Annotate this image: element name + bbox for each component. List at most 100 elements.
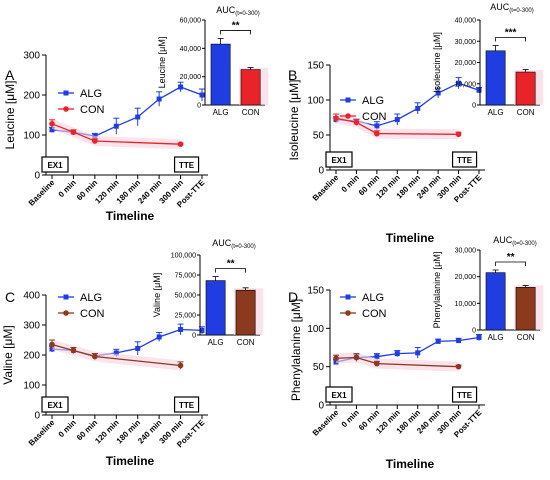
series-band: [336, 352, 459, 372]
data-point: [333, 115, 339, 121]
inset-bar: [235, 289, 256, 336]
data-point: [49, 341, 55, 348]
x-axis-label: Timeline: [106, 209, 155, 223]
ex1-label: EX1: [47, 401, 63, 410]
inset-y-tick-label: 40,000: [180, 46, 202, 53]
series-line: [335, 356, 459, 368]
series-line: [51, 343, 181, 367]
inset-category-label: CON: [517, 333, 535, 342]
legend-label: ALG: [362, 292, 384, 304]
y-tick-label: 0: [34, 171, 40, 182]
panel-letter: C: [5, 289, 15, 305]
data-point: [374, 354, 380, 360]
legend-label: CON: [362, 111, 387, 123]
data-point: [135, 345, 141, 351]
legend-marker: [63, 310, 69, 316]
y-tick-label: 300: [23, 321, 40, 332]
inset-y-tick-label: 20,000: [180, 74, 202, 81]
y-axis-label: Valine [μM]: [1, 325, 15, 384]
inset-bar: [210, 43, 231, 106]
y-axis-label: Leucine [μM]: [3, 81, 17, 150]
data-point: [476, 87, 482, 93]
legend-marker: [63, 90, 69, 96]
data-point: [113, 350, 119, 356]
inset-auc: AUC(t=0-300) 0 25,000 50,000 75,000 100,000 Va…: [152, 238, 264, 347]
inset-y-tick-label: 100,000: [171, 253, 196, 260]
data-point: [177, 362, 184, 369]
y-tick-label: 0: [318, 166, 324, 177]
data-point: [177, 141, 184, 147]
y-tick-label: 150: [307, 286, 324, 297]
inset-bar: [240, 69, 261, 106]
ex1-box: [325, 151, 353, 168]
y-tick-label: 300: [23, 51, 40, 62]
y-tick-label: 50: [313, 362, 325, 373]
y-tick-label: 200: [23, 351, 40, 362]
inset-y-tick-label: 0: [197, 103, 201, 110]
significance-label: **: [507, 252, 515, 263]
inset-title: AUC(t=0-300): [493, 235, 537, 247]
data-point: [135, 114, 141, 120]
y-tick-label: 0: [318, 401, 324, 412]
y-axis-label: Phenylalanine [μM]: [289, 299, 303, 401]
data-point: [455, 131, 462, 138]
ex1-box: [325, 386, 353, 403]
significance-label: ***: [505, 28, 517, 39]
inset-y-axis-label: Phenylalanine [μM]: [432, 252, 442, 329]
tte-label: TTE: [179, 401, 195, 410]
data-point: [178, 84, 184, 90]
y-tick-label: 100: [23, 131, 40, 142]
x-tick-label: Baseline: [311, 408, 341, 438]
legend-label: CON: [80, 104, 105, 116]
data-point: [156, 96, 162, 102]
data-point: [353, 119, 360, 126]
inset-title: AUC(t=0-300): [216, 5, 260, 17]
inset-y-tick-label: 10,000: [455, 301, 477, 308]
inset-y-axis-label: Valine [μM]: [152, 273, 162, 318]
significance-bracket: [215, 268, 247, 273]
inset-bar: [515, 71, 536, 106]
legend-label: ALG: [80, 88, 102, 100]
ex1-label: EX1: [331, 391, 347, 400]
inset-title-subscript: (t=0-300): [512, 241, 537, 247]
y-tick-label: 50: [313, 131, 325, 142]
y-tick-label: 100: [307, 324, 324, 335]
series-band: [52, 118, 181, 150]
inset-category-label: ALG: [488, 108, 504, 117]
legend-label: CON: [80, 308, 105, 320]
data-point: [415, 350, 421, 356]
tte-box: [173, 396, 200, 413]
series-con: [49, 118, 184, 150]
inset-y-tick-label: 0: [472, 103, 476, 110]
inset-y-tick-label: 30,000: [455, 39, 477, 46]
y-tick-label: 150: [307, 61, 324, 72]
significance-bracket: [495, 261, 526, 266]
inset-title-subscript: (t=0-300): [509, 8, 534, 14]
data-point: [199, 92, 205, 98]
inset-y-tick-label: 25,000: [175, 313, 197, 320]
tte-box: [451, 386, 478, 403]
inset-y-tick-label: 20,000: [455, 274, 477, 281]
inset-bar: [205, 280, 226, 336]
inset-y-tick-label: 40,000: [455, 18, 477, 25]
data-point: [49, 127, 55, 133]
x-axis-label: Timeline: [106, 454, 155, 468]
inset-y-tick-label: 20,000: [455, 60, 477, 67]
legend-marker: [345, 294, 351, 300]
inset-y-tick-label: 60,000: [180, 18, 202, 25]
series-con: [333, 352, 462, 372]
panel-letter: A: [5, 67, 15, 83]
data-point: [435, 338, 441, 344]
inset-auc: AUC(t=0-300) 0 10,000 20,000 30,000 Phenylala…: [432, 235, 544, 342]
inset-bar: [515, 287, 536, 331]
legend-marker: [63, 294, 69, 300]
inset-y-tick-label: 50,000: [175, 293, 197, 300]
data-point: [178, 327, 184, 332]
inset-title: AUC(t=0-300): [490, 2, 534, 14]
data-point: [456, 80, 462, 86]
significance-label: **: [227, 259, 235, 270]
data-point: [415, 105, 421, 111]
